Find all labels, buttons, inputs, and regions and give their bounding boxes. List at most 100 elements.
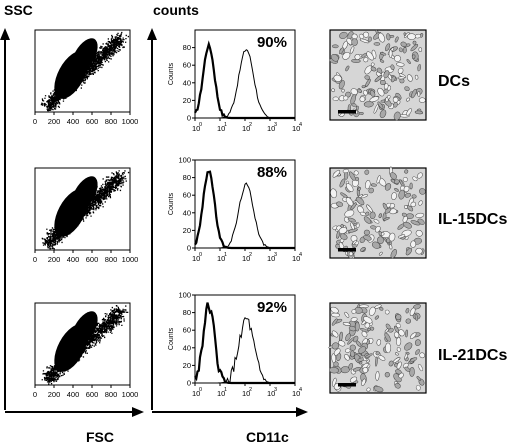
cell-shape: [332, 377, 337, 387]
scatter-tick-label: 600: [86, 117, 99, 126]
cell-shape: [394, 55, 401, 62]
cell-shape: [419, 352, 426, 359]
cell-shape: [383, 217, 390, 221]
cell-shape: [374, 225, 381, 233]
scatter-tick-label: 0: [33, 255, 37, 264]
scale-bar: [338, 248, 356, 252]
cell-shape: [354, 321, 360, 332]
cell-shape: [364, 75, 371, 80]
cell-shape: [396, 347, 401, 352]
cell-shape: [370, 66, 377, 72]
cell-shape: [365, 78, 371, 88]
cell-shape: [342, 322, 351, 326]
cell-shape: [341, 88, 345, 93]
histogram-x-tick-exponent: 4: [299, 387, 302, 393]
cell-shape: [395, 352, 399, 356]
cell-shape: [402, 177, 408, 182]
cell-shape: [348, 363, 354, 370]
cell-shape: [369, 96, 380, 103]
cell-shape: [398, 234, 406, 239]
cell-shape: [333, 361, 339, 367]
percent-label: 90%: [257, 34, 287, 51]
cell-shape: [396, 337, 402, 346]
cell-shape: [404, 366, 411, 372]
cell-shape: [369, 211, 376, 220]
cell-shape: [390, 64, 395, 71]
cell-shape: [368, 306, 376, 316]
histogram-x-tick-exponent: 1: [224, 252, 227, 258]
cell-shape: [346, 38, 353, 45]
cell-shape: [403, 185, 410, 193]
histogram-y-tick-label: 40: [183, 78, 191, 87]
cell-shape: [332, 96, 339, 101]
cell-shape: [330, 306, 339, 314]
histogram-x-tick-exponent: 3: [274, 122, 277, 128]
cell-shape: [385, 97, 389, 103]
cell-shape: [414, 110, 424, 115]
cell-shape: [403, 32, 407, 36]
cell-shape: [404, 205, 408, 209]
histogram-x-tick-label: 10: [267, 389, 275, 398]
cell-shape: [393, 101, 398, 108]
cell-shape: [351, 58, 361, 63]
cell-shape: [410, 240, 417, 248]
cell-shape: [410, 332, 417, 339]
cell-shape: [414, 33, 421, 39]
cd11c-label: CD11c: [246, 429, 289, 443]
cell-shape: [362, 366, 369, 374]
cell-shape: [343, 95, 349, 101]
cell-shape: [339, 31, 348, 39]
cd11c-curve: [195, 49, 295, 119]
histogram-x-tick-exponent: 4: [299, 122, 302, 128]
cell-shape: [366, 204, 373, 213]
cell-shape: [418, 200, 423, 206]
cell-shape: [378, 231, 382, 236]
cell-shape: [338, 340, 346, 347]
scatter-tick-label: 200: [48, 117, 61, 126]
histogram-axes: [147, 28, 308, 417]
cell-shape: [409, 307, 416, 317]
cell-shape: [350, 350, 355, 358]
cell-shape: [400, 41, 407, 47]
scatter-tick-label: 400: [67, 255, 80, 264]
scatter-tick-label: 800: [105, 117, 118, 126]
cell-shape: [349, 344, 356, 351]
micrograph-il21dcs: [328, 302, 427, 394]
cell-shape: [345, 183, 354, 192]
cell-shape: [356, 196, 365, 206]
cell-shape: [347, 217, 356, 223]
cell-shape: [383, 88, 389, 94]
histogram-x-tick-label: 10: [217, 254, 225, 263]
cell-shape: [331, 330, 339, 338]
cell-shape: [394, 36, 399, 43]
cell-shape: [352, 239, 357, 245]
cell-shape: [360, 247, 366, 252]
scatter-panel-il21dcs: 0 200 400 600 800 1000: [33, 302, 138, 399]
scatter-tick-label: 800: [105, 390, 118, 399]
cell-shape: [348, 251, 354, 257]
cell-shape: [385, 342, 392, 354]
cell-shape: [373, 104, 379, 114]
histogram-x-tick-exponent: 3: [274, 252, 277, 258]
scatter-tick-label: 600: [86, 390, 99, 399]
cell-shape: [418, 364, 423, 372]
cell-shape: [350, 94, 357, 105]
cell-shape: [386, 33, 391, 41]
cell-shape: [409, 182, 413, 190]
cell-shape: [358, 112, 364, 115]
cell-shape: [383, 70, 390, 79]
cell-shape: [363, 229, 370, 236]
cell-shape: [359, 38, 370, 44]
scatter-panel-il15dcs: 0 200 400 600 800 1000: [33, 167, 138, 264]
cell-shape: [405, 308, 410, 314]
cell-shape: [357, 187, 361, 191]
cell-shape: [379, 109, 387, 119]
cell-shape: [338, 227, 348, 234]
cell-shape: [364, 353, 373, 359]
cell-shape: [412, 54, 416, 59]
cell-shape: [418, 97, 426, 103]
cell-shape: [379, 306, 384, 311]
cell-shape: [415, 349, 420, 355]
cell-shape: [361, 331, 368, 338]
